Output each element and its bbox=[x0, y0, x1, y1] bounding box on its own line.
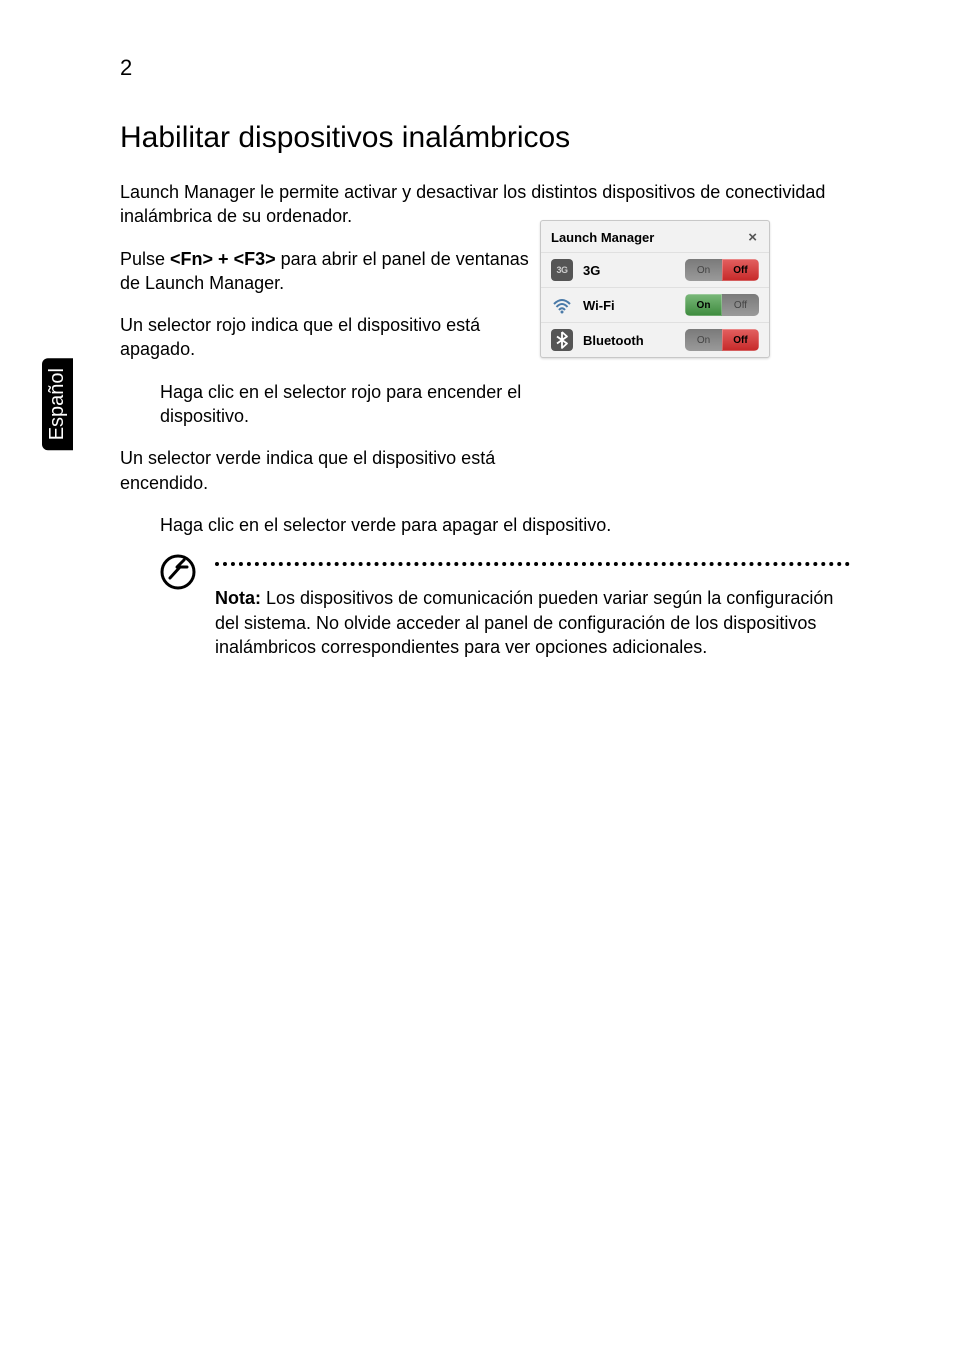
green-selector-paragraph: Un selector verde indica que el disposit… bbox=[120, 446, 530, 495]
note-divider bbox=[215, 562, 850, 566]
device-label-bluetooth: Bluetooth bbox=[583, 333, 685, 348]
toggle-wifi[interactable]: On Off bbox=[685, 294, 759, 316]
launch-manager-header: Launch Manager × bbox=[541, 221, 769, 252]
keypress-pre: Pulse bbox=[120, 249, 170, 269]
toggle-bluetooth-off[interactable]: Off bbox=[722, 329, 759, 351]
red-selector-paragraph: Un selector rojo indica que el dispositi… bbox=[120, 313, 530, 362]
close-button[interactable]: × bbox=[746, 229, 759, 246]
page-number: 2 bbox=[120, 55, 850, 81]
launch-manager-panel: Launch Manager × 3G 3G On Off Wi-Fi On O… bbox=[540, 220, 770, 358]
device-row-3g: 3G 3G On Off bbox=[541, 252, 769, 287]
wifi-icon bbox=[551, 294, 573, 316]
note-block: Nota: Los dispositivos de comunicación p… bbox=[120, 562, 850, 659]
device-row-bluetooth: Bluetooth On Off bbox=[541, 322, 769, 357]
toggle-bluetooth[interactable]: On Off bbox=[685, 329, 759, 351]
left-column: Pulse <Fn> + <F3> para abrir el panel de… bbox=[120, 247, 530, 495]
page-heading: Habilitar dispositivos inalámbricos bbox=[120, 121, 850, 155]
key-fn: <Fn> bbox=[170, 249, 213, 269]
device-row-wifi: Wi-Fi On Off bbox=[541, 287, 769, 322]
note-body: Los dispositivos de comunicación pueden … bbox=[215, 588, 833, 657]
language-side-tab: Español bbox=[42, 358, 73, 450]
red-selector-sub: Haga clic en el selector rojo para encen… bbox=[160, 380, 530, 429]
3g-icon: 3G bbox=[551, 259, 573, 281]
key-plus: + bbox=[213, 249, 234, 269]
note-icon bbox=[160, 554, 196, 590]
keypress-paragraph: Pulse <Fn> + <F3> para abrir el panel de… bbox=[120, 247, 530, 296]
launch-manager-title: Launch Manager bbox=[551, 230, 654, 245]
device-label-3g: 3G bbox=[583, 263, 685, 278]
toggle-3g-on[interactable]: On bbox=[685, 259, 722, 281]
green-selector-sub: Haga clic en el selector verde para apag… bbox=[160, 513, 850, 537]
device-label-wifi: Wi-Fi bbox=[583, 298, 685, 313]
toggle-3g[interactable]: On Off bbox=[685, 259, 759, 281]
toggle-wifi-off[interactable]: Off bbox=[722, 294, 759, 316]
key-f3: <F3> bbox=[234, 249, 276, 269]
note-text: Nota: Los dispositivos de comunicación p… bbox=[215, 586, 850, 659]
toggle-bluetooth-on[interactable]: On bbox=[685, 329, 722, 351]
bluetooth-icon bbox=[551, 329, 573, 351]
note-label: Nota: bbox=[215, 588, 261, 608]
toggle-wifi-on[interactable]: On bbox=[685, 294, 722, 316]
toggle-3g-off[interactable]: Off bbox=[722, 259, 759, 281]
